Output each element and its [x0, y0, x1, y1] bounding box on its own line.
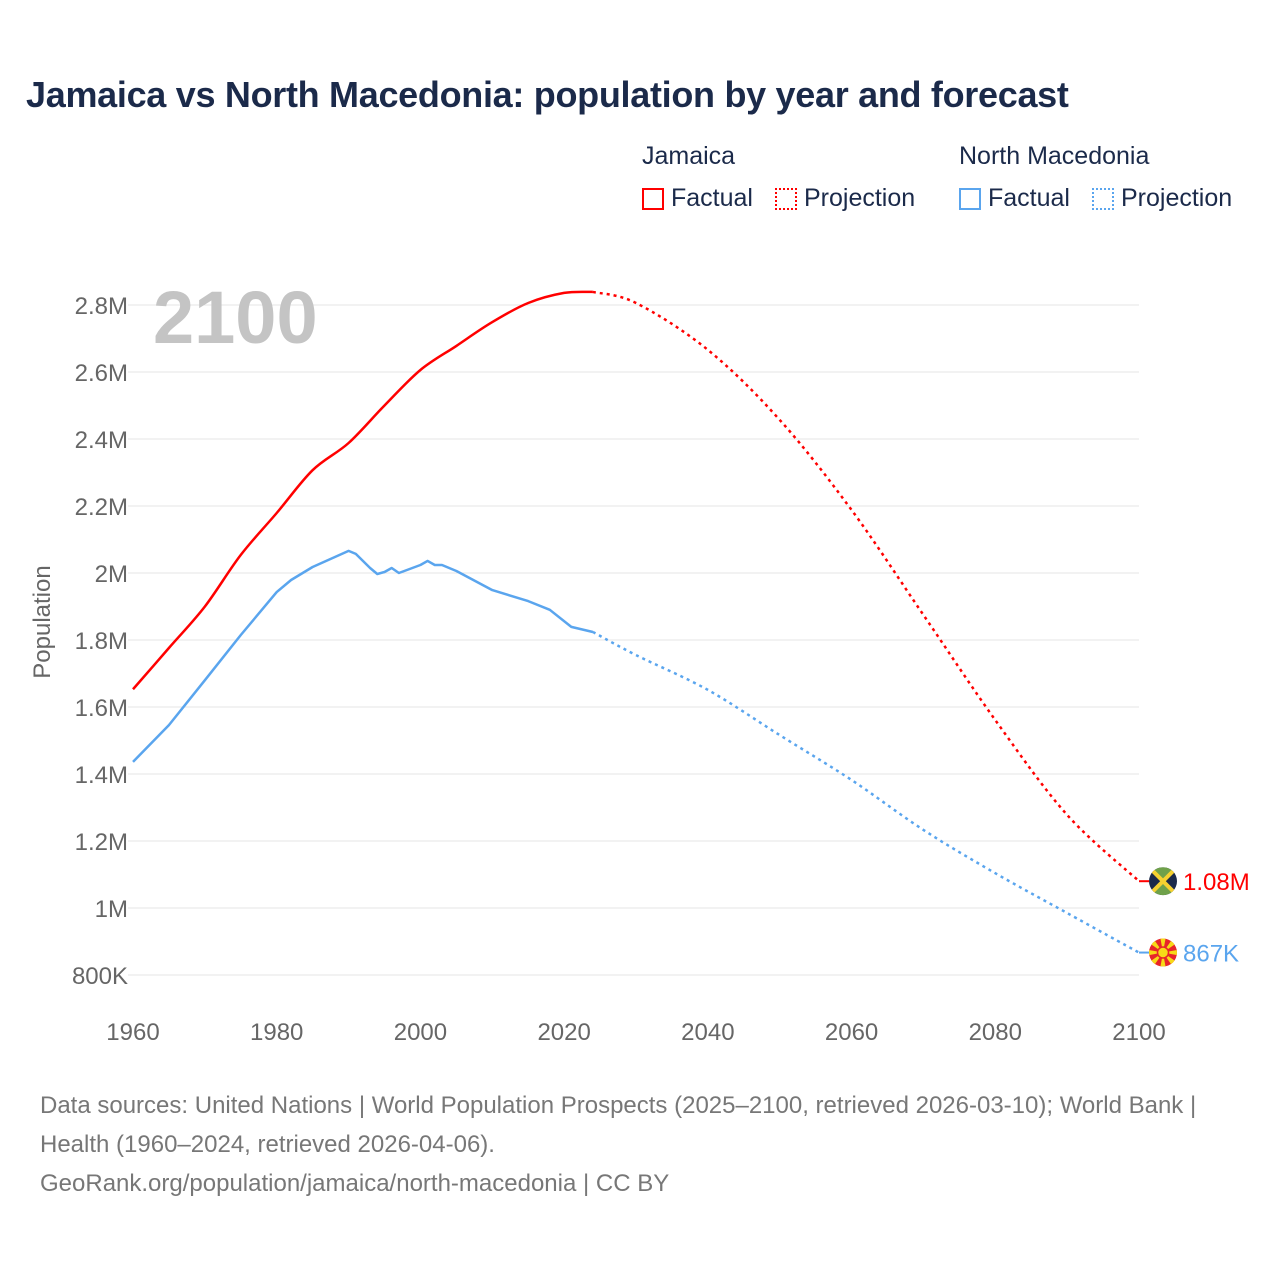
legend-swatch-solid: [642, 187, 664, 210]
source-link[interactable]: GeoRank.org/population/jamaica/north-mac…: [40, 1170, 670, 1197]
legend-swatch-dotted: [1092, 187, 1114, 210]
legend-label: Projection: [1121, 184, 1233, 212]
y-axis-label: Population: [29, 565, 56, 678]
x-tick-label: 1960: [106, 1019, 159, 1046]
legend-group-north-macedonia: North Macedonia: [959, 142, 1150, 170]
legend-group-jamaica: Jamaica: [642, 142, 736, 170]
y-tick-label: 1.8M: [75, 628, 128, 655]
legend-jamaica-factual[interactable]: Factual: [642, 184, 753, 213]
x-tick-label: 2040: [681, 1019, 734, 1046]
legend-label: Factual: [671, 184, 753, 212]
y-tick-label: 2.8M: [75, 293, 128, 320]
legend-label: Projection: [804, 184, 916, 212]
jamaica-projection-line: [592, 290, 1140, 883]
x-tick-label: 1980: [250, 1019, 303, 1046]
y-tick-label: 2.4M: [75, 427, 128, 454]
legend-swatch-solid: [959, 187, 981, 210]
x-tick-label: 2080: [969, 1019, 1022, 1046]
legend-jamaica-projection[interactable]: Projection: [775, 184, 915, 213]
footer: Data sources: United Nations | World Pop…: [40, 1086, 1240, 1203]
north-macedonia-factual-line: [132, 549, 594, 763]
year-watermark: 2100: [153, 276, 318, 359]
legend-north-macedonia-factual[interactable]: Factual: [959, 184, 1070, 213]
y-tick-label: 800K: [72, 963, 128, 990]
y-tick-label: 1.6M: [75, 695, 128, 722]
north-macedonia-end-label: 867K: [1183, 941, 1239, 968]
y-tick-label: 1M: [95, 896, 128, 923]
jamaica-end-label: 1.08M: [1183, 869, 1250, 896]
data-sources: Data sources: United Nations | World Pop…: [40, 1092, 1197, 1158]
north-macedonia-projection-line: [592, 630, 1140, 954]
y-tick-label: 2.6M: [75, 360, 128, 387]
chart-title: Jamaica vs North Macedonia: population b…: [26, 74, 1069, 115]
legend-swatch-dotted: [775, 187, 797, 210]
north-macedonia-flag-icon: [1149, 938, 1177, 967]
y-tick-label: 2.2M: [75, 494, 128, 521]
y-tick-label: 1.2M: [75, 829, 128, 856]
x-tick-label: 2060: [825, 1019, 878, 1046]
jamaica-factual-line: [132, 290, 593, 691]
legend-north-macedonia-projection[interactable]: Projection: [1092, 184, 1232, 213]
y-tick-label: 2M: [95, 561, 128, 588]
legend-label: Factual: [988, 184, 1070, 212]
x-tick-label: 2020: [537, 1019, 590, 1046]
x-tick-label: 2000: [394, 1019, 447, 1046]
x-tick-label: 2100: [1112, 1019, 1165, 1046]
y-tick-label: 1.4M: [75, 762, 128, 789]
jamaica-flag-icon: [1149, 867, 1177, 896]
